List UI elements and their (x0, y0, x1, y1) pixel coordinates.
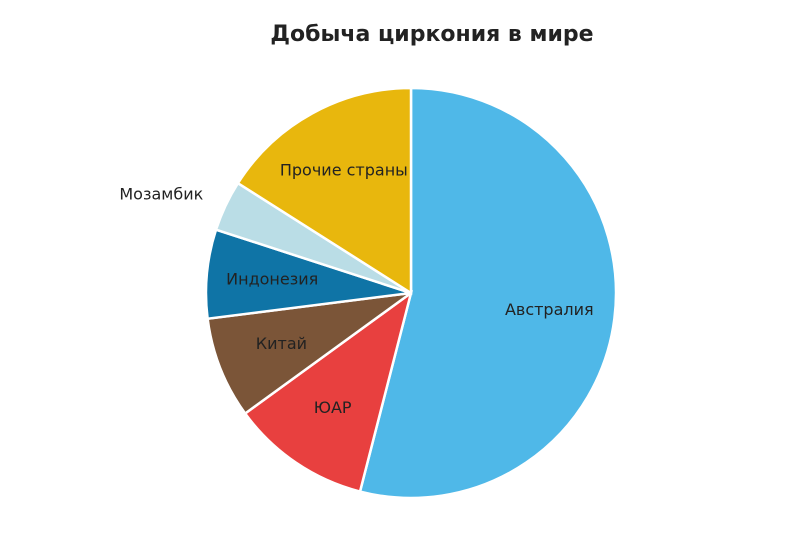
slice-label: ЮАР (314, 398, 352, 417)
pie-slice (358, 86, 618, 500)
chart-title: Добыча циркония в мире (270, 22, 593, 47)
slice-label: Китай (256, 334, 307, 353)
pie-slice (243, 289, 414, 494)
pie-slice (206, 291, 412, 416)
slice-label: Прочие страны (280, 160, 408, 179)
pie-slice (236, 86, 413, 296)
slice-label: Мозамбик (119, 185, 203, 204)
slice-label: Индонезия (226, 269, 318, 288)
slice-label: Австралия (505, 300, 594, 319)
